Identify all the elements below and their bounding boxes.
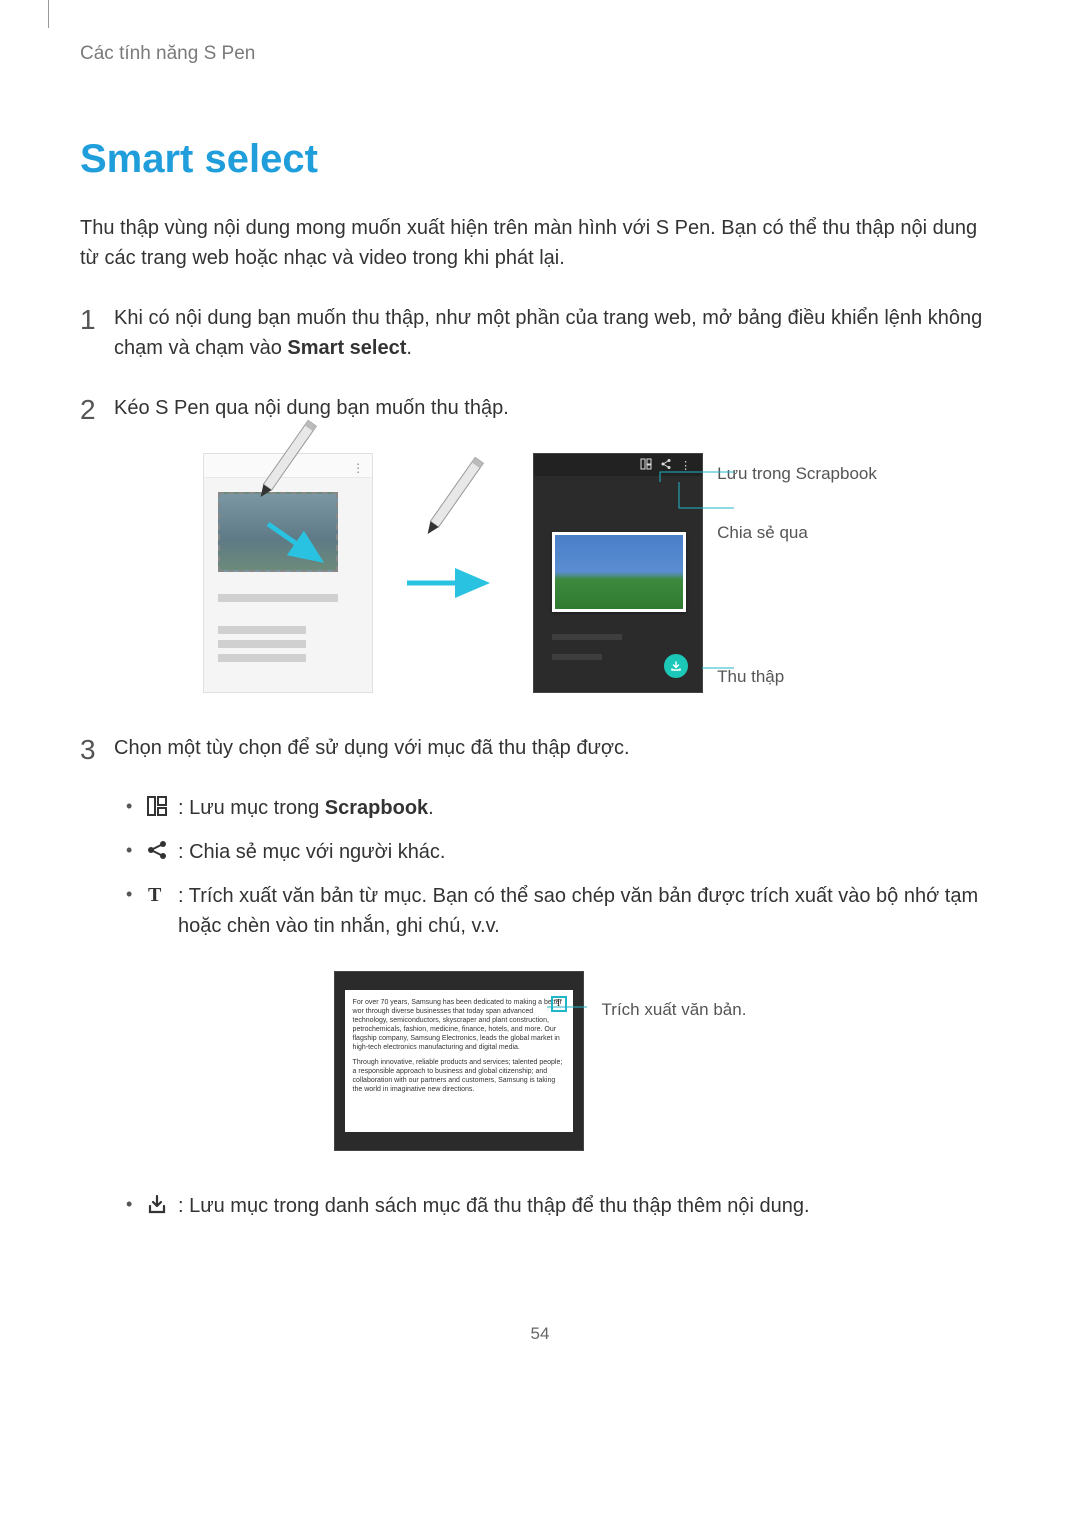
option-extract-text-text: : Trích xuất văn bản từ mục. Bạn có thể …	[178, 885, 978, 937]
phone-column: ⋮ Lưu trong Scrapbook Chia sẻ qua Thu th…	[533, 453, 877, 693]
option-scrapbook: : Lưu mục trong Scrapbook.	[126, 793, 1000, 823]
more-topbar-icon[interactable]: ⋮	[680, 458, 692, 470]
step-2: 2 Kéo S Pen qua nội dung bạn muốn thu th…	[80, 393, 1000, 423]
phone-mock: ⋮	[533, 453, 703, 693]
s-pen-icon	[226, 406, 346, 526]
download-icon	[670, 660, 682, 672]
scrapbook-icon	[146, 795, 168, 817]
option-save-list-text: : Lưu mục trong danh sách mục đã thu thậ…	[178, 1195, 810, 1217]
step-2-number: 2	[80, 389, 96, 431]
options-list: : Lưu mục trong Scrapbook. : Chia sẻ mục…	[126, 793, 1000, 941]
intro-paragraph: Thu thập vùng nội dung mong muốn xuất hi…	[80, 213, 1000, 273]
callout-collect: Thu thập	[717, 664, 784, 690]
text-icon: T	[148, 880, 170, 902]
drag-arrow-icon	[264, 520, 334, 570]
page-number: 54	[80, 1321, 1000, 1347]
collect-button[interactable]	[664, 654, 688, 678]
options-list-continued: : Lưu mục trong danh sách mục đã thu thậ…	[126, 1191, 1000, 1221]
mock-text-line	[218, 626, 306, 634]
phone-topbar: ⋮	[534, 454, 702, 476]
extract-text-card: T For over 70 years, Samsung has been de…	[345, 990, 573, 1132]
mock-text-line	[218, 654, 306, 662]
mock-text-line	[552, 654, 602, 660]
option-scrapbook-text-b: .	[428, 797, 434, 819]
captured-photo	[552, 532, 686, 612]
option-share-text: : Chia sẻ mục với người khác.	[178, 841, 446, 863]
extract-phone-mock: T For over 70 years, Samsung has been de…	[334, 971, 584, 1151]
step-3: 3 Chọn một tùy chọn để sử dụng với mục đ…	[80, 733, 1000, 763]
extract-leader-line	[547, 1002, 587, 1012]
callout-scrapbook: Lưu trong Scrapbook	[717, 461, 877, 487]
callout-share: Chia sẻ qua	[717, 520, 808, 546]
step-1: 1 Khi có nội dung bạn muốn thu thập, như…	[80, 303, 1000, 363]
diagram-step-2: ⋮	[80, 453, 1000, 693]
callout-extract-text: Trích xuất văn bản.	[602, 997, 747, 1023]
share-icon	[146, 839, 168, 861]
option-scrapbook-text-a: : Lưu mục trong	[178, 797, 325, 819]
breadcrumb: Các tính năng S Pen	[80, 40, 1000, 69]
step-1-text-a: Khi có nội dung bạn muốn thu thập, như m…	[114, 307, 982, 359]
extract-sample-p1: For over 70 years, Samsung has been dedi…	[353, 998, 565, 1053]
scrapbook-topbar-icon[interactable]	[640, 458, 652, 470]
step-3-number: 3	[80, 729, 96, 771]
header-rule	[48, 0, 49, 28]
transition-area	[413, 453, 493, 693]
step-1-number: 1	[80, 299, 96, 341]
callouts-column: Lưu trong Scrapbook Chia sẻ qua Thu thập	[717, 453, 877, 690]
step-1-bold: Smart select	[287, 337, 406, 359]
extract-text-diagram: T For over 70 years, Samsung has been de…	[80, 971, 1000, 1151]
option-save-list: : Lưu mục trong danh sách mục đã thu thậ…	[126, 1191, 1000, 1221]
callout-extract-text-label: Trích xuất văn bản.	[602, 997, 747, 1023]
share-topbar-icon[interactable]	[660, 458, 672, 470]
more-icon: ⋮	[352, 459, 364, 477]
step-3-text: Chọn một tùy chọn để sử dụng với mục đã …	[114, 737, 630, 759]
transition-arrow-icon	[403, 563, 503, 603]
page-title: Smart select	[80, 129, 1000, 189]
mock-text-line	[552, 634, 622, 640]
browser-mock: ⋮	[203, 453, 373, 693]
option-scrapbook-bold: Scrapbook	[325, 797, 428, 819]
option-share: : Chia sẻ mục với người khác.	[126, 837, 1000, 867]
step-1-text-b: .	[406, 337, 412, 359]
option-extract-text: T : Trích xuất văn bản từ mục. Bạn có th…	[126, 881, 1000, 941]
extract-sample-p2: Through innovative, reliable products an…	[353, 1058, 565, 1094]
mock-text-line	[218, 594, 338, 602]
mock-text-line	[218, 640, 306, 648]
s-pen-icon	[393, 443, 513, 563]
save-download-icon	[146, 1193, 168, 1215]
